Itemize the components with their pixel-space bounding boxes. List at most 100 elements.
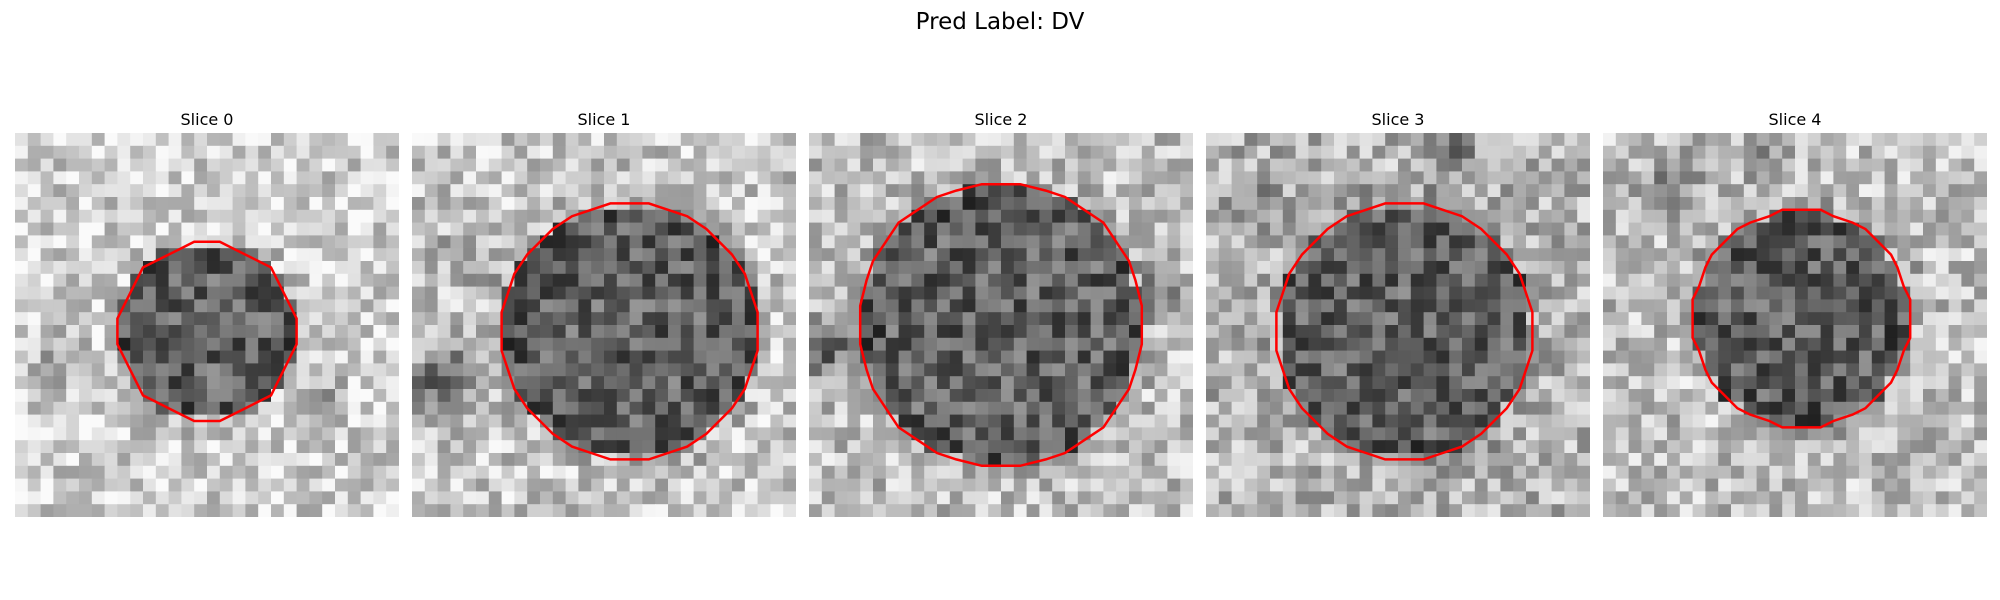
pixel [911, 171, 925, 185]
pixel [347, 248, 362, 262]
pixel [1321, 158, 1335, 172]
pixel [1206, 273, 1220, 288]
pixel [53, 401, 67, 416]
pixel [680, 273, 695, 288]
pixel [1948, 171, 1962, 185]
pixel [104, 389, 118, 403]
pixel [1807, 363, 1822, 377]
pixel [27, 478, 42, 492]
pixel [1910, 222, 1924, 236]
pixel [1628, 427, 1642, 441]
pixel [1974, 312, 1987, 326]
pixel [1782, 299, 1796, 313]
pixel [1385, 145, 1399, 160]
pixel [476, 478, 490, 492]
pixel [1974, 427, 1987, 441]
pixel [1871, 440, 1886, 454]
pixel [1270, 478, 1284, 492]
pixel [1500, 325, 1514, 339]
pixel [770, 478, 784, 492]
pixel [1449, 363, 1463, 377]
pixel [1141, 145, 1156, 160]
pixel [245, 325, 259, 339]
pixel [1462, 248, 1476, 262]
pixel [1077, 299, 1092, 313]
pixel [898, 414, 912, 428]
pixel [386, 478, 399, 492]
pixel [757, 222, 771, 236]
pixel [1935, 491, 1950, 505]
pixel [194, 478, 208, 492]
pixel [962, 427, 976, 441]
pixel [860, 171, 874, 185]
pixel [1743, 504, 1758, 517]
pixel [1795, 299, 1809, 313]
pixel [27, 414, 42, 428]
pixel [1603, 440, 1617, 454]
pixel [1974, 376, 1987, 390]
pixel [616, 222, 631, 236]
pixel [450, 478, 464, 492]
pixel [847, 414, 861, 428]
pixel [1935, 286, 1950, 300]
pixel [309, 286, 323, 300]
pixel [15, 248, 29, 262]
pixel [1705, 414, 1719, 428]
pixel [40, 312, 54, 326]
pixel [642, 440, 656, 454]
pixel [1846, 414, 1860, 428]
pixel [565, 158, 579, 172]
pixel [168, 376, 182, 390]
pixel [1039, 145, 1053, 160]
pixel [1807, 209, 1822, 224]
pixel [1385, 261, 1399, 275]
pixel [1359, 209, 1373, 224]
pixel [463, 401, 477, 416]
pixel [924, 209, 938, 224]
pixel [1756, 133, 1770, 147]
pixel [488, 235, 503, 249]
pixel [1603, 401, 1617, 416]
pixel [1679, 363, 1694, 377]
pixel [668, 491, 682, 505]
pixel [834, 286, 848, 300]
pixel [834, 478, 848, 492]
pixel [1641, 478, 1655, 492]
pixel [335, 414, 349, 428]
pixel [1615, 261, 1630, 275]
pixel [604, 414, 618, 428]
pixel [655, 440, 669, 454]
pixel [1026, 440, 1040, 454]
pixel [1334, 286, 1348, 300]
pixel [79, 312, 93, 326]
pixel [488, 299, 503, 313]
pixel [1103, 478, 1117, 492]
pixel [1410, 171, 1425, 185]
pixel [514, 465, 528, 480]
pixel [1257, 171, 1271, 185]
pixel [1359, 427, 1373, 441]
pixel [1154, 209, 1168, 224]
pixel [1359, 133, 1373, 147]
pixel [1538, 133, 1553, 147]
pixel [834, 158, 848, 172]
pixel [1257, 222, 1271, 236]
pixel [463, 414, 477, 428]
pixel [1052, 222, 1066, 236]
pixel [1692, 222, 1706, 236]
pixel [219, 184, 234, 198]
pixel [104, 414, 118, 428]
pixel [1065, 209, 1079, 224]
pixel [1321, 491, 1335, 505]
pixel [629, 337, 643, 352]
pixel [1116, 350, 1130, 364]
pixel [27, 363, 42, 377]
pixel [719, 158, 733, 172]
pixel [565, 261, 579, 275]
pixel [1756, 440, 1770, 454]
pixel [1628, 453, 1642, 467]
pixel [207, 158, 221, 172]
pixel [130, 312, 144, 326]
pixel [91, 261, 106, 275]
pixel [488, 209, 503, 224]
